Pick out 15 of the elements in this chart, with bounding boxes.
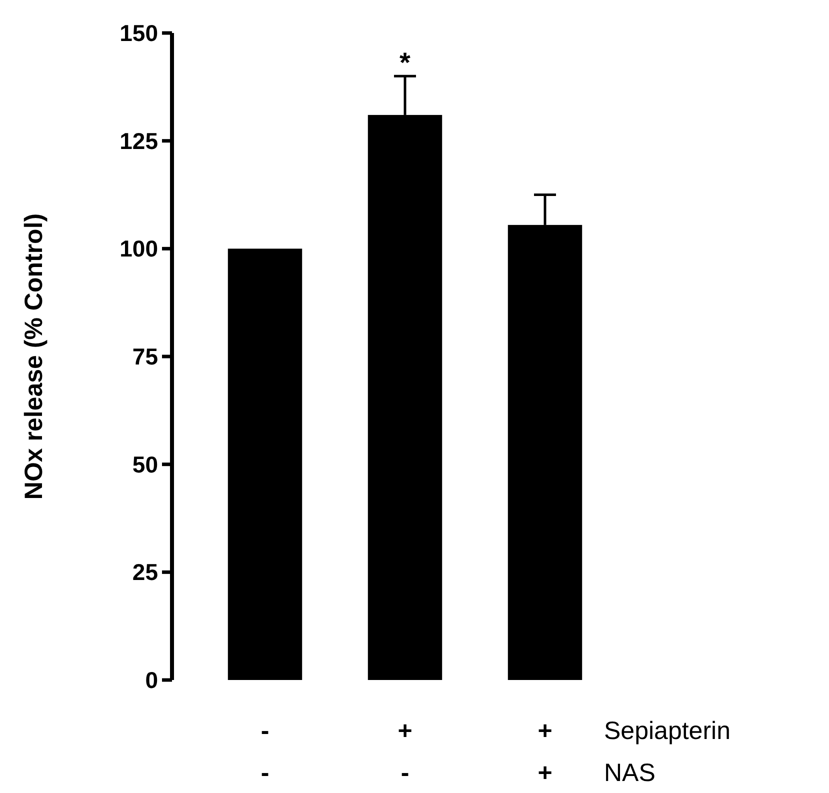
x-tick-label: + -	[398, 716, 412, 787]
text: Sepiapterin	[604, 716, 730, 745]
y-axis-title: NOx release (% Control)	[20, 213, 48, 500]
y-tick-label: 100	[120, 236, 158, 262]
y-tick-label: 50	[132, 451, 158, 478]
annotation: *	[400, 47, 411, 78]
y-tick-label: 25	[132, 559, 158, 586]
x-tick-label: + +	[538, 716, 552, 787]
y-tick-label: 125	[120, 128, 158, 154]
text: NAS	[604, 758, 656, 787]
x-tick-label: - -	[260, 716, 270, 787]
bar	[228, 248, 302, 680]
y-tick-label: 0	[145, 667, 158, 694]
y-tick-label: 75	[132, 344, 158, 370]
y-tick-label: 150	[120, 20, 158, 46]
